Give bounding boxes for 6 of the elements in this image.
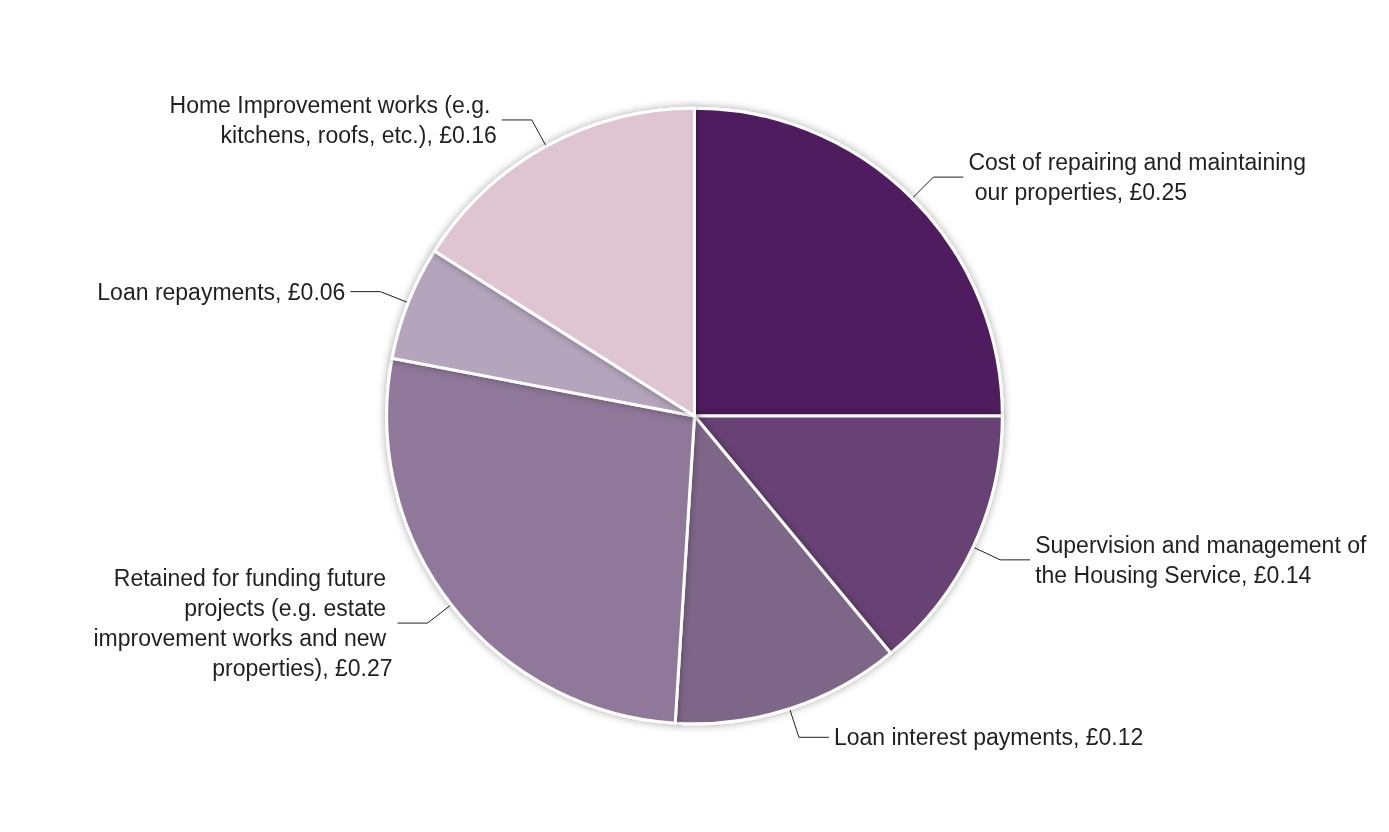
slice-label: Home Improvement works (e.g. kitchens, roofs, etc.), £0.16 bbox=[169, 91, 497, 148]
slice-label: Supervision and management of the Housing Service, £0.14 bbox=[1035, 531, 1373, 588]
slice-label: Cost of repairing and maintaining our properties, £0.25 bbox=[968, 149, 1306, 206]
slice-label: Loan interest payments, £0.12 bbox=[833, 724, 1144, 751]
slice-label: Loan repayments, £0.06 bbox=[97, 278, 346, 305]
slice-label: Retained for funding future projects (e.g. estate improvement works and new properties), £0.27 bbox=[93, 565, 393, 682]
